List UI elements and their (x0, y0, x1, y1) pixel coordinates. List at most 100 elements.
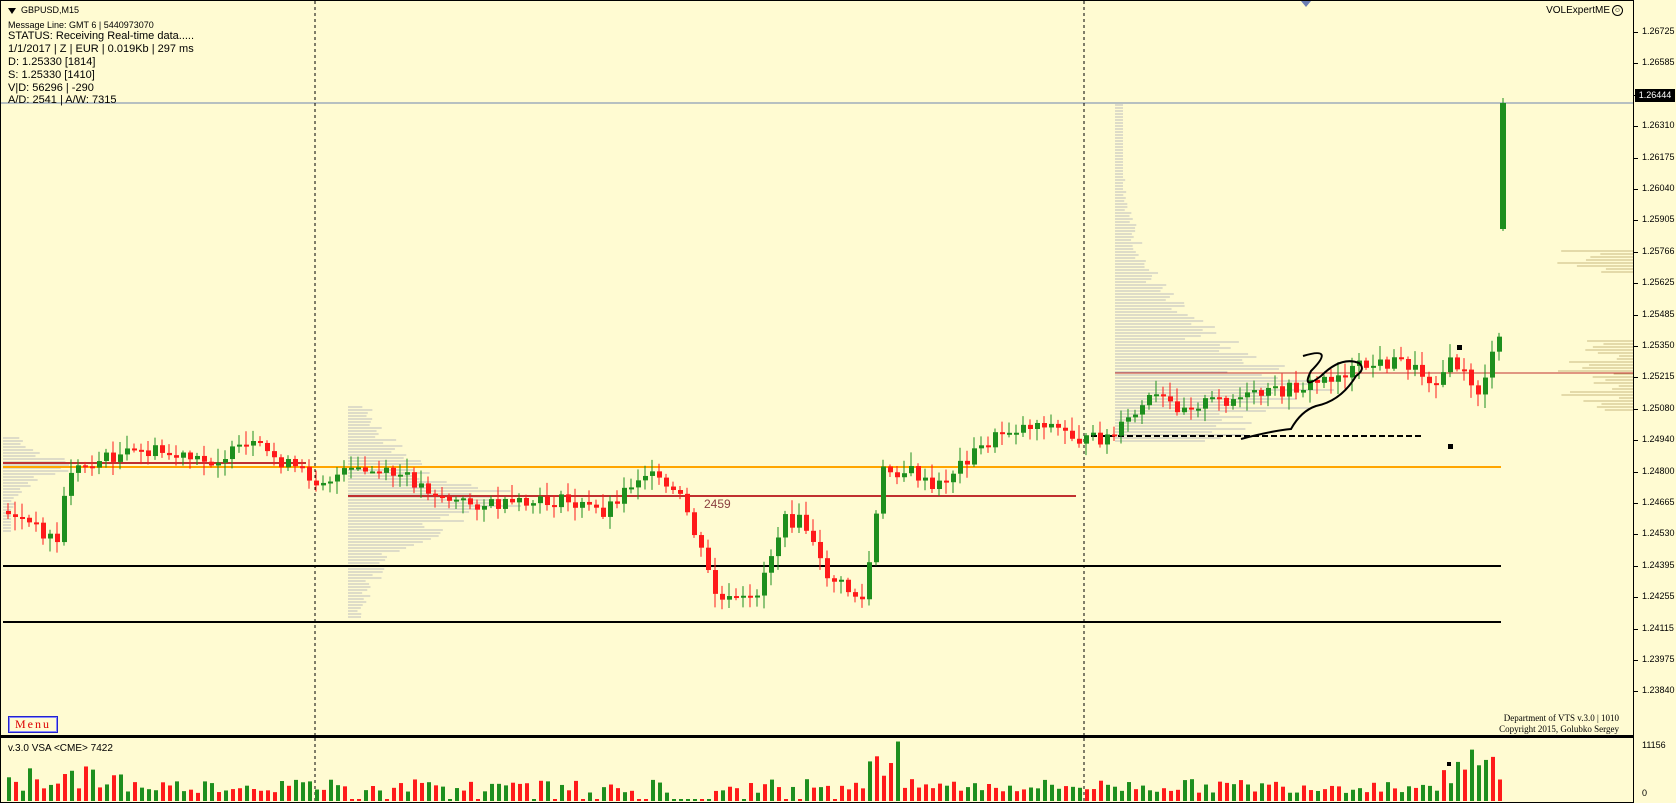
volume-bar (1141, 785, 1145, 801)
main-price-chart[interactable]: GBPUSD,M15 Message Line: GMT 6 | 5440973… (0, 0, 1634, 736)
bear-candle (552, 505, 557, 508)
bear-candle (1077, 438, 1082, 444)
bear-candle (146, 450, 151, 457)
volume-bar (1302, 785, 1306, 801)
volume-bar (42, 788, 46, 801)
bull-candle (762, 572, 767, 596)
volume-bar (1316, 790, 1320, 801)
bear-candle (573, 502, 578, 508)
price-tick-mark (1634, 534, 1638, 536)
bear-candle (167, 452, 172, 456)
volume-bar (1197, 792, 1201, 801)
bull-candle (286, 458, 291, 468)
bear-candle (825, 558, 830, 579)
volume-bar (1162, 788, 1166, 801)
bear-candle (657, 471, 662, 478)
bull-candle (1287, 382, 1292, 397)
bear-candle (1434, 383, 1439, 386)
bull-candle (636, 480, 641, 488)
price-tick-mark (1634, 377, 1638, 379)
bull-candle (531, 503, 536, 506)
volume-bar (623, 792, 627, 801)
volume-bar (1421, 784, 1425, 801)
volume-bar (812, 787, 816, 801)
price-tick-label: 1.26040 (1642, 183, 1675, 193)
bear-candle (944, 480, 949, 483)
volume-bar (1043, 779, 1047, 801)
volume-bar (686, 799, 690, 801)
chart-shift-marker-icon[interactable] (1301, 1, 1311, 7)
volume-bar (1113, 786, 1117, 801)
volume-bar (343, 786, 347, 801)
volume-bar (735, 788, 739, 801)
chart-symbol-header[interactable]: GBPUSD,M15 (8, 5, 79, 15)
bull-candle (118, 454, 123, 462)
bear-candle (594, 504, 599, 508)
price-tick-mark (1634, 660, 1638, 661)
bear-candle (433, 493, 438, 497)
bear-candle (412, 472, 417, 488)
bull-candle (398, 474, 403, 477)
bull-candle (1371, 365, 1376, 368)
bull-candle (1091, 432, 1096, 436)
bull-candle (97, 461, 102, 468)
volume-bar (833, 799, 837, 801)
bear-candle (895, 472, 900, 478)
bull-candle (1133, 414, 1138, 418)
menu-button[interactable]: Menu (8, 716, 58, 733)
volume-bar (700, 799, 704, 801)
volume-bar (847, 789, 851, 801)
bear-candle (748, 595, 753, 598)
bull-candle (1441, 372, 1446, 385)
volume-bar (1323, 789, 1327, 801)
bull-candle (62, 495, 67, 543)
volume-bar (378, 790, 382, 801)
volume-bar (875, 756, 879, 801)
bull-candle (559, 494, 564, 508)
price-tick-mark (1634, 314, 1638, 316)
price-tick-label: 1.25485 (1642, 308, 1675, 319)
bear-candle (209, 461, 214, 466)
volume-bar (1477, 765, 1481, 801)
bull-candle (461, 498, 466, 501)
bear-candle (804, 514, 809, 531)
volume-bar (329, 779, 333, 801)
volume-bar (742, 799, 746, 801)
volume-bar (644, 799, 648, 801)
volume-bar (406, 791, 410, 801)
expert-advisor-label[interactable]: VOLExpertME ☺ (1546, 5, 1623, 16)
bear-candle (83, 465, 88, 468)
volume-bar (1183, 780, 1187, 801)
bear-candle (1399, 357, 1404, 360)
volume-bar (938, 783, 942, 801)
volume-pane[interactable]: v.3.0 VSA <CME> 7422 (0, 736, 1634, 803)
bull-candle (1336, 375, 1341, 382)
price-tick-mark (1634, 565, 1638, 567)
dropdown-triangle-icon[interactable] (8, 7, 16, 14)
volume-bar (427, 782, 431, 801)
volume-bar (854, 782, 858, 801)
volume-bar (791, 786, 795, 801)
volume-bar (1008, 785, 1012, 801)
volume-indicator-title: v.3.0 VSA <CME> 7422 (8, 743, 113, 754)
bear-candle (300, 466, 305, 469)
volume-bar (1218, 781, 1222, 801)
bear-candle (1280, 386, 1285, 397)
bear-candle (734, 596, 739, 599)
volume-bar (1358, 788, 1362, 801)
volume-bar (581, 799, 585, 801)
bull-candle (580, 501, 585, 508)
volume-bar (1428, 785, 1432, 801)
volume-bar (910, 779, 914, 801)
volume-bar (504, 785, 508, 801)
bull-candle (454, 499, 459, 502)
price-tick-label: 1.24255 (1642, 591, 1675, 602)
bear-candle (510, 498, 515, 503)
bear-candle (846, 579, 851, 593)
price-axis[interactable]: 1.26725 1.26585 1.26444 1.26310 1.26175 1.260… (1634, 0, 1676, 736)
bull-candle (503, 498, 508, 509)
bear-candle (699, 535, 704, 548)
volume-bar (1260, 783, 1264, 801)
bear-candle (888, 466, 893, 473)
price-tick-mark (1634, 503, 1638, 504)
